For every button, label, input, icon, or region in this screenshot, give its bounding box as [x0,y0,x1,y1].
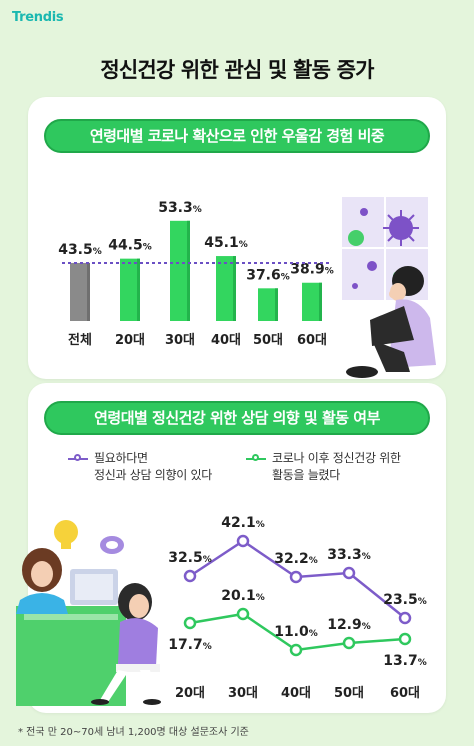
series-point [398,611,412,625]
x-tick-label: 60대 [390,686,420,701]
sad-person-illustration [346,266,436,378]
series-point [236,534,250,548]
bar [170,220,190,321]
point-value-label: 42.1% [221,515,265,531]
series-point [183,569,197,583]
bar [70,262,90,321]
series-point [236,607,250,621]
series-point [289,643,303,657]
bar-shade [233,256,236,321]
x-tick-label: 60대 [297,333,327,348]
point-value-label: 20.1% [221,588,265,604]
bar-shade [87,262,90,321]
x-tick-label: 30대 [228,686,258,701]
point-value-label: 33.3% [327,547,371,563]
line-chart-title: 연령대별 정신건강 위한 상담 의향 및 활동 여부 [44,401,430,435]
x-tick-label: 50대 [334,686,364,701]
bar-value-label: 45.1% [204,235,248,251]
legend-label-line1: 필요하다면 [94,451,148,465]
legend-item-counseling: 필요하다면 정신과 상담 의향이 있다 [68,450,212,484]
point-value-label: 11.0% [274,624,318,640]
bar-chart-title: 연령대별 코로나 확산으로 인한 우울감 경험 비중 [44,119,430,153]
bar [120,258,140,321]
series-point [342,636,356,650]
x-tick-label: 30대 [165,333,195,348]
bar-shade [275,288,278,321]
bar [216,256,236,321]
point-value-label: 12.9% [327,617,371,633]
point-value-label: 32.2% [274,551,318,567]
series-point [289,570,303,584]
footnote: * 전국 만 20~70세 남녀 1,200명 대상 설문조사 기준 [18,727,249,738]
legend-marker-purple [74,454,81,461]
x-tick-label: 50대 [253,333,283,348]
bar-shade [319,282,322,321]
series-point [183,616,197,630]
bar-value-label: 37.6% [246,267,290,283]
x-tick-label: 40대 [281,686,311,701]
legend-label-line2: 정신과 상담 의향이 있다 [94,468,212,482]
lightbulb-icon [54,520,78,544]
point-value-label: 32.5% [168,550,212,566]
legend-item-activity: 코로나 이후 정신건강 위한 활동을 늘렸다 [246,450,401,484]
legend-label-line2: 활동을 늘렸다 [272,468,340,482]
bar-shade [187,220,190,321]
point-value-label: 17.7% [168,637,212,653]
x-tick-label: 20대 [175,686,205,701]
legend-label-line1: 코로나 이후 정신건강 위한 [272,451,401,465]
series-point [398,632,412,646]
bar-value-label: 44.5% [108,238,152,254]
x-tick-label: 20대 [115,333,145,348]
bar-value-label: 53.3% [158,200,202,216]
series-point [342,566,356,580]
bar-value-label: 38.9% [290,262,334,278]
bar-shade [137,258,140,321]
point-value-label: 13.7% [383,653,427,669]
brand-logo: Trendis [12,10,64,25]
point-value-label: 23.5% [383,592,427,608]
bar [258,288,278,321]
bar [302,282,322,321]
x-tick-label: 전체 [68,332,92,348]
legend-marker-green [252,454,259,461]
bar-value-label: 43.5% [58,242,102,258]
page-title: 정신건강 위한 관심 및 활동 증가 [100,58,374,82]
x-tick-label: 40대 [211,333,241,348]
